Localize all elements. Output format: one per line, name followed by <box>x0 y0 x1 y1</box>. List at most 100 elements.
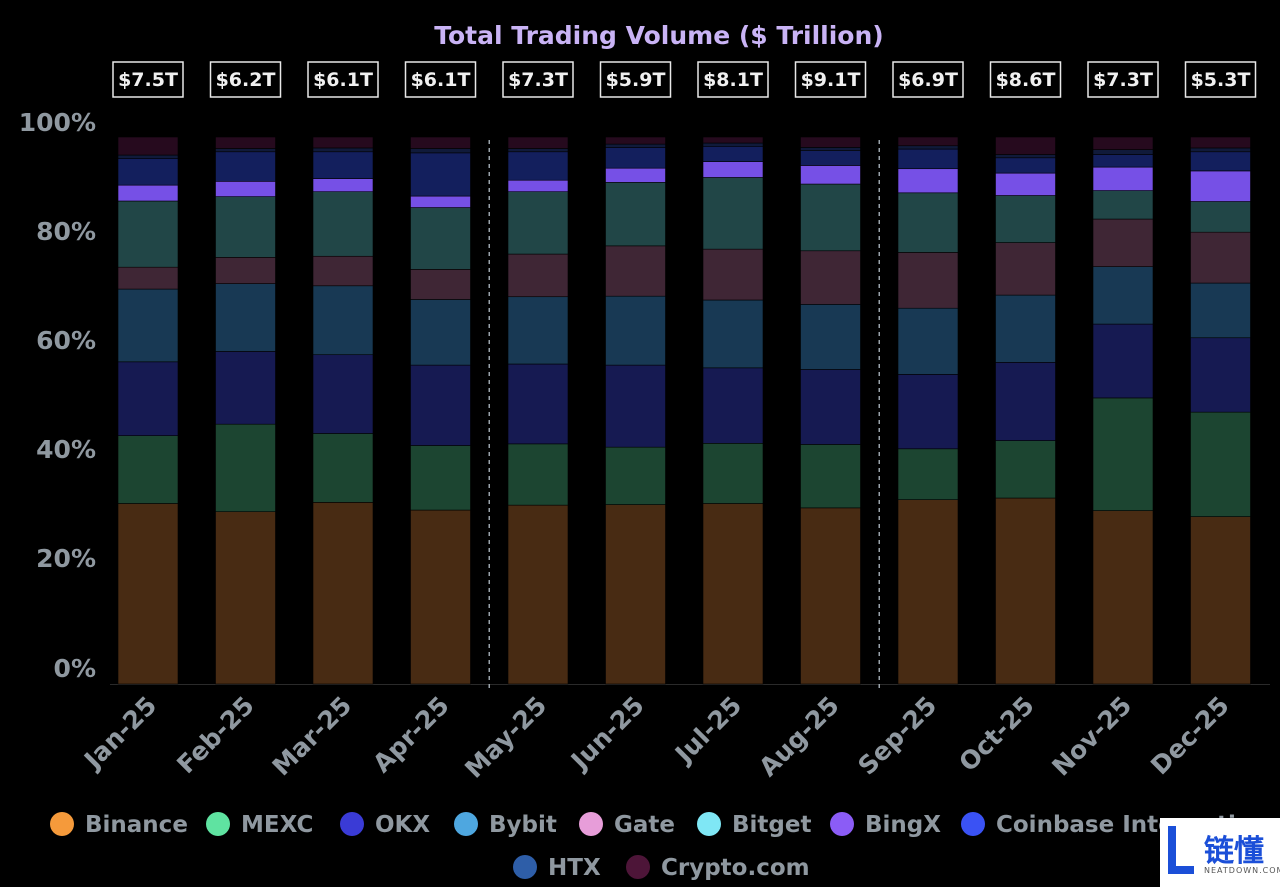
bar-segment <box>312 502 374 685</box>
bar-segment <box>605 364 666 448</box>
total-badge-box <box>1184 61 1257 98</box>
bar-segment <box>507 504 569 685</box>
bar-stack <box>702 136 764 685</box>
legend-label: Gate <box>614 812 675 838</box>
bar-segment <box>117 288 179 363</box>
bar-segment <box>995 136 1056 155</box>
bar-segment <box>215 148 276 153</box>
bar-segment <box>1190 411 1251 517</box>
bar-stack <box>507 136 569 685</box>
bar-segment <box>117 503 179 685</box>
legend-label: MEXC <box>241 812 313 838</box>
bar-segment <box>312 354 374 434</box>
x-tick-label: May-25 <box>459 691 552 784</box>
bar-segment <box>507 148 569 153</box>
x-tick-label: Aug-25 <box>753 691 844 782</box>
bar-segment <box>215 196 276 258</box>
bar-segment <box>1190 147 1251 153</box>
legend-item: Gate <box>579 812 675 838</box>
bar-segment <box>605 136 666 145</box>
total-badge: $6.9T <box>892 61 964 98</box>
bar-segment <box>1190 282 1251 339</box>
y-tick-label: 40% <box>36 435 96 464</box>
bar-segment <box>702 161 764 178</box>
bar-segment <box>215 351 276 425</box>
bar-segment <box>1092 154 1154 168</box>
total-label: $7.3T <box>508 69 568 91</box>
bar-segment <box>117 435 179 504</box>
bar-segment <box>1092 149 1154 155</box>
bar-segment <box>995 294 1056 363</box>
bar-segment <box>410 509 471 685</box>
bar-segment <box>215 283 276 352</box>
x-tick-label: Feb-25 <box>171 691 259 779</box>
watermark-l-icon <box>1168 826 1194 874</box>
bar-segment <box>605 143 666 148</box>
legend-swatch <box>697 812 721 836</box>
legend-label: Bybit <box>489 812 557 838</box>
total-badge-box <box>112 61 184 98</box>
x-tick-label: Jan-25 <box>77 691 162 776</box>
total-badge: $5.9T <box>599 61 672 98</box>
bar-segment <box>410 269 471 300</box>
total-badge: $7.5T <box>112 61 184 98</box>
legend-swatch <box>579 812 603 836</box>
total-badge: $8.6T <box>989 61 1062 98</box>
watermark-name: 链懂 <box>1204 834 1264 869</box>
legend-swatch <box>626 855 650 879</box>
total-badge: $9.1T <box>794 61 867 98</box>
bar-segment <box>117 136 179 156</box>
bar-segment <box>995 362 1056 441</box>
bar-segment <box>312 136 374 149</box>
bar-segment <box>702 248 764 301</box>
bar-segment <box>507 151 569 181</box>
bar-segment <box>1092 397 1154 511</box>
bar-segment <box>702 443 764 504</box>
bar-segment <box>507 179 569 192</box>
legend-label: OKX <box>375 812 430 838</box>
bar-segment <box>215 136 276 149</box>
bar-stack <box>215 136 276 685</box>
legend-item: Bitget <box>697 812 811 838</box>
bar-segment <box>995 157 1056 174</box>
total-badge: $5.3T <box>1184 61 1257 98</box>
total-badge: $6.1T <box>307 61 379 98</box>
bar-segment <box>605 504 666 685</box>
total-badge-box <box>599 61 672 98</box>
legend-swatch <box>340 812 364 836</box>
bar-segment <box>1190 337 1251 413</box>
bar-segment <box>1190 136 1251 149</box>
bars <box>117 136 1251 685</box>
legend-item: HTX <box>513 855 601 881</box>
bar-segment <box>897 145 959 150</box>
total-label: $6.1T <box>313 69 373 91</box>
total-label: $5.3T <box>1191 69 1251 91</box>
bar-segment <box>897 448 959 500</box>
bar-segment <box>1190 516 1251 685</box>
bar-segment <box>995 172 1056 196</box>
bar-segment <box>897 148 959 170</box>
legend-swatch <box>830 812 854 836</box>
bar-segment <box>312 255 374 287</box>
bar-segment <box>410 152 471 197</box>
bar-segment <box>507 363 569 445</box>
legend-item: OKX <box>340 812 430 838</box>
legend-label: Bitget <box>732 812 811 838</box>
total-labels: $7.5T $6.2T $6.1T $6.1T $7.3T $5.9T $8.1T $9.1T… <box>112 61 1257 98</box>
bar-segment <box>702 136 764 144</box>
total-badge-box <box>794 61 867 98</box>
legend-label: Crypto.com <box>661 855 810 881</box>
bar-segment <box>312 151 374 179</box>
x-tick-label: Sep-25 <box>852 691 942 781</box>
bar-segment <box>605 245 666 297</box>
bar-segment <box>800 165 861 185</box>
bar-segment <box>507 296 569 365</box>
bar-stack <box>800 136 861 685</box>
bar-segment <box>800 304 861 370</box>
total-badge: $6.2T <box>209 61 282 98</box>
bar-stack <box>995 136 1056 685</box>
bar-segment <box>1092 266 1154 325</box>
y-tick-label: 20% <box>36 544 96 573</box>
total-badge: $6.1T <box>404 61 477 98</box>
legend-swatch <box>50 812 74 836</box>
